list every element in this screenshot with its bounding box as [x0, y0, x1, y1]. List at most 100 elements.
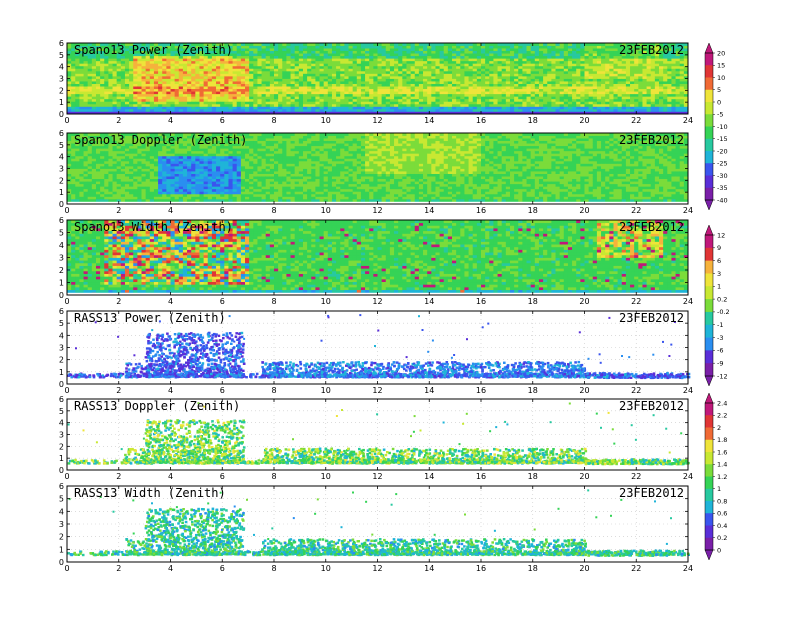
data-cell — [469, 109, 474, 112]
data-cell — [651, 106, 656, 109]
data-cell — [67, 99, 72, 102]
data-cell — [394, 106, 399, 109]
data-cell — [113, 61, 118, 64]
data-cell — [195, 106, 200, 109]
data-cell — [233, 96, 238, 99]
data-cell — [531, 58, 536, 61]
data-cell — [531, 61, 536, 64]
data-cell — [349, 58, 354, 61]
data-cell — [79, 68, 84, 71]
data-cell — [199, 96, 204, 99]
data-cell — [79, 176, 84, 179]
data-cell — [365, 79, 370, 82]
data-cell — [224, 58, 229, 61]
data-cell — [448, 109, 453, 112]
data-cell — [195, 89, 200, 92]
data-cell — [171, 79, 176, 82]
data-cell — [142, 196, 147, 199]
data-cell — [311, 86, 316, 89]
data-cell — [626, 79, 631, 82]
data-cell — [113, 66, 118, 69]
data-cell — [171, 189, 176, 192]
data-cell — [108, 101, 113, 104]
data-cell — [601, 94, 606, 97]
data-cell — [291, 76, 296, 79]
data-cell — [547, 81, 552, 84]
data-cell — [270, 91, 275, 94]
data-cell — [137, 156, 142, 159]
data-cell — [527, 99, 532, 102]
data-cell — [332, 66, 337, 69]
data-cell — [146, 73, 151, 76]
data-cell — [121, 181, 126, 184]
data-cell — [117, 79, 122, 82]
data-cell — [609, 79, 614, 82]
data-cell — [195, 79, 200, 82]
data-cell — [634, 76, 639, 79]
data-cell — [142, 86, 147, 89]
data-cell — [75, 68, 80, 71]
data-cell — [299, 89, 304, 92]
data-cell — [353, 96, 358, 99]
data-cell — [233, 51, 238, 54]
data-cell — [204, 104, 209, 107]
data-cell — [125, 176, 130, 179]
data-cell — [84, 89, 89, 92]
data-cell — [336, 76, 341, 79]
data-cell — [618, 76, 623, 79]
data-cell — [522, 109, 527, 112]
data-cell — [286, 89, 291, 92]
data-cell — [332, 101, 337, 104]
data-cell — [249, 68, 254, 71]
data-cell — [502, 48, 507, 51]
data-cell — [282, 66, 287, 69]
data-cell — [427, 89, 432, 92]
data-cell — [634, 91, 639, 94]
data-cell — [390, 91, 395, 94]
data-cell — [212, 63, 217, 66]
data-cell — [311, 66, 316, 69]
data-cell — [282, 61, 287, 64]
data-cell — [100, 196, 105, 199]
data-cell — [262, 91, 267, 94]
data-cell — [642, 99, 647, 102]
data-cell — [233, 104, 238, 107]
data-cell — [84, 156, 89, 159]
data-cell — [299, 86, 304, 89]
data-cell — [146, 176, 151, 179]
data-cell — [150, 94, 155, 97]
data-cell — [113, 86, 118, 89]
data-cell — [220, 86, 225, 89]
data-cell — [154, 58, 159, 61]
data-cell — [435, 79, 440, 82]
data-cell — [154, 196, 159, 199]
data-cell — [233, 56, 238, 59]
data-cell — [651, 79, 656, 82]
data-cell — [589, 96, 594, 99]
data-cell — [349, 104, 354, 107]
data-cell — [125, 73, 130, 76]
data-cell — [547, 94, 552, 97]
data-cell — [108, 91, 113, 94]
data-cell — [199, 66, 204, 69]
data-cell — [146, 148, 151, 151]
data-cell — [199, 99, 204, 102]
data-cell — [278, 73, 283, 76]
data-cell — [576, 68, 581, 71]
data-cell — [435, 86, 440, 89]
data-cell — [137, 71, 142, 74]
data-cell — [431, 73, 436, 76]
data-cell — [423, 94, 428, 97]
data-cell — [303, 63, 308, 66]
data-cell — [556, 84, 561, 87]
data-cell — [353, 46, 358, 49]
data-cell — [100, 104, 105, 107]
data-cell — [79, 81, 84, 84]
data-cell — [67, 176, 72, 179]
data-cell — [299, 99, 304, 102]
data-cell — [79, 63, 84, 66]
data-cell — [580, 56, 585, 59]
data-cell — [535, 96, 540, 99]
data-cell — [349, 89, 354, 92]
data-cell — [539, 63, 544, 66]
